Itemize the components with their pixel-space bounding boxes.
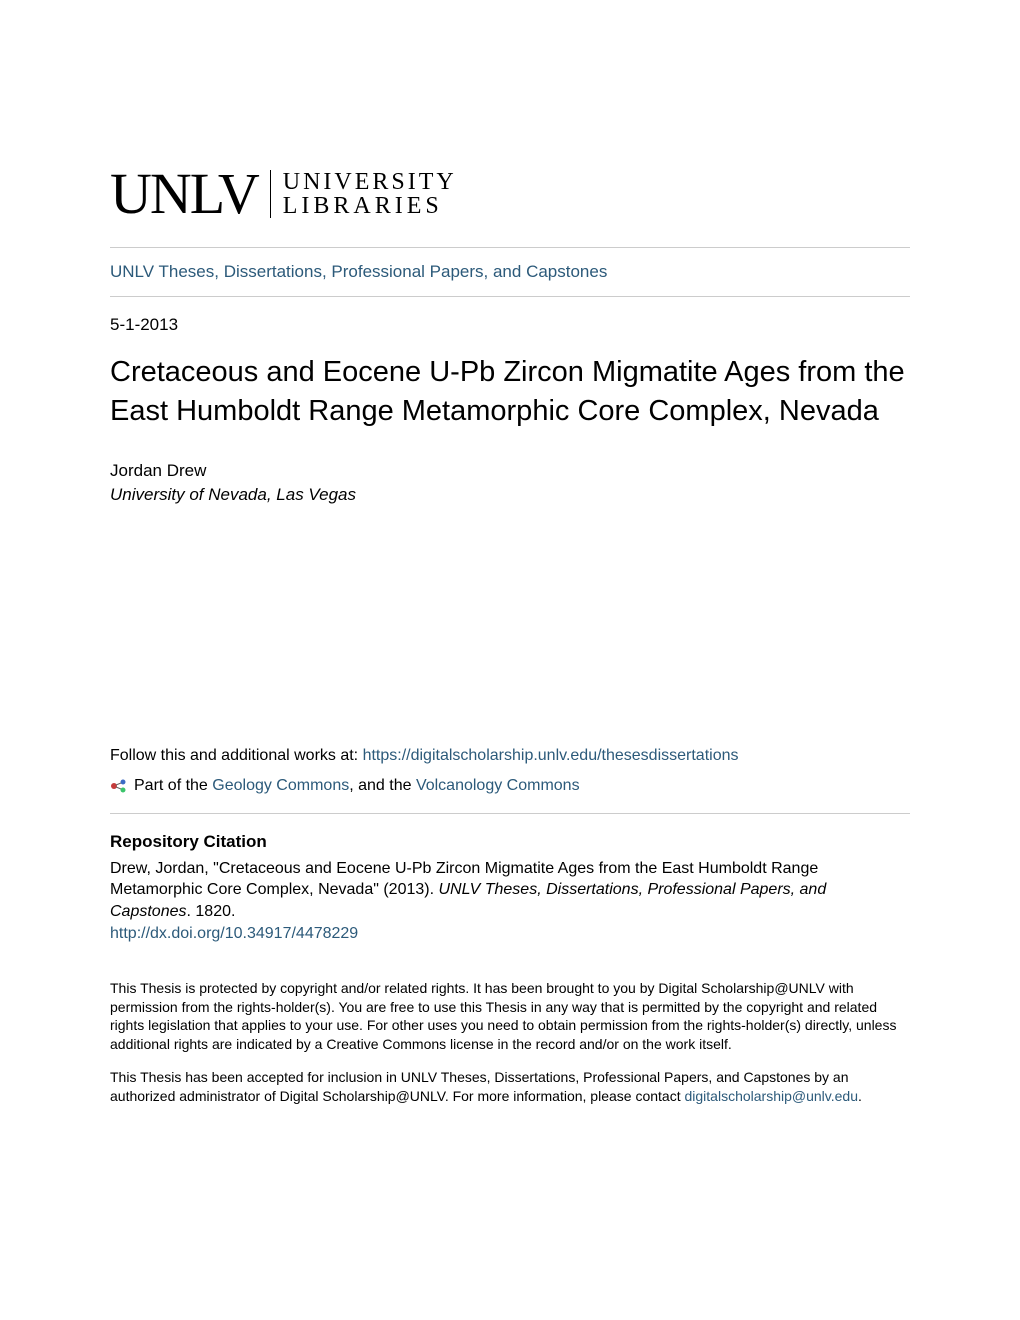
divider-rule [110,296,910,297]
collection-link[interactable]: UNLV Theses, Dissertations, Professional… [110,262,607,281]
commons-middle: , and the [349,777,416,794]
citation-part2: . 1820. [187,903,236,920]
breadcrumb: UNLV Theses, Dissertations, Professional… [110,248,910,296]
disclaimer-para2-suffix: . [858,1088,862,1104]
logo-line2: LIBRARIES [283,194,457,218]
follow-prefix: Follow this and additional works at: [110,747,363,764]
commons-prefix: Part of the [134,777,212,794]
follow-section: Follow this and additional works at: htt… [110,747,910,765]
logo-libraries-text: UNIVERSITY LIBRARIES [283,170,457,218]
logo-unlv-text: UNLV [110,160,258,227]
contact-email-link[interactable]: digitalscholarship@unlv.edu [684,1088,858,1104]
author-name: Jordan Drew [110,459,910,483]
document-title: Cretaceous and Eocene U-Pb Zircon Migmat… [110,353,910,431]
commons-section: Part of the Geology Commons, and the Vol… [110,777,910,795]
citation-heading: Repository Citation [110,832,910,852]
volcanology-commons-link[interactable]: Volcanology Commons [416,777,580,794]
logo-line1: UNIVERSITY [283,170,457,194]
geology-commons-link[interactable]: Geology Commons [212,777,349,794]
spacer [110,507,910,747]
follow-link[interactable]: https://digitalscholarship.unlv.edu/thes… [363,747,739,764]
citation-text: Drew, Jordan, "Cretaceous and Eocene U-P… [110,858,910,923]
logo-divider [270,170,271,218]
publication-date: 5-1-2013 [110,315,910,335]
disclaimer-para2: This Thesis has been accepted for inclus… [110,1068,910,1106]
commons-text: Part of the Geology Commons, and the Vol… [134,777,580,795]
disclaimer-para1: This Thesis is protected by copyright an… [110,979,910,1055]
doi-link[interactable]: http://dx.doi.org/10.34917/4478229 [110,925,910,943]
logo-section: UNLV UNIVERSITY LIBRARIES [110,160,910,227]
commons-network-icon [110,777,128,795]
disclaimer-section: This Thesis is protected by copyright an… [110,979,910,1106]
author-affiliation: University of Nevada, Las Vegas [110,483,910,507]
unlv-libraries-logo: UNLV UNIVERSITY LIBRARIES [110,160,910,227]
divider-rule [110,813,910,814]
